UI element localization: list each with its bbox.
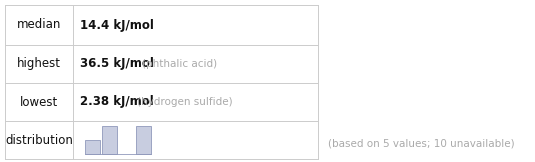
Text: 2.38 kJ/mol: 2.38 kJ/mol [80, 96, 154, 109]
Text: median: median [17, 18, 61, 31]
Bar [136, 126, 151, 154]
Bar [85, 140, 100, 154]
Text: highest: highest [17, 58, 61, 70]
Text: (phthalic acid): (phthalic acid) [142, 59, 217, 69]
Text: (hydrogen sulfide): (hydrogen sulfide) [137, 97, 233, 107]
Text: distribution: distribution [5, 133, 73, 146]
Text: 36.5 kJ/mol: 36.5 kJ/mol [80, 58, 154, 70]
Bar [102, 126, 117, 154]
Text: (based on 5 values; 10 unavailable): (based on 5 values; 10 unavailable) [328, 139, 515, 149]
Text: 14.4 kJ/mol: 14.4 kJ/mol [80, 18, 154, 31]
Text: lowest: lowest [20, 96, 58, 109]
